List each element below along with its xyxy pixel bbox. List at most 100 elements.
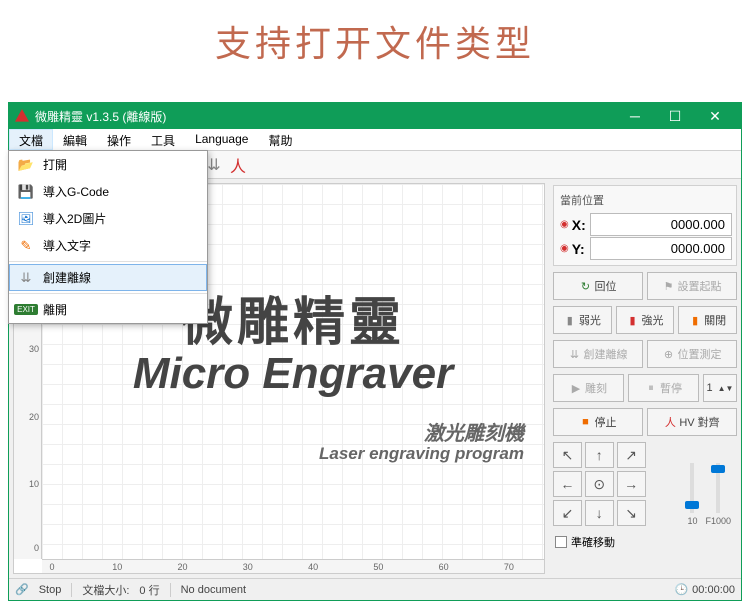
ruler-tick: 30 bbox=[243, 562, 253, 572]
x-row: ◉ X: 0000.000 bbox=[558, 213, 732, 236]
jog-nw-button[interactable]: ↖ bbox=[553, 442, 582, 468]
origin-label: 設置起點 bbox=[678, 278, 722, 294]
menu-file[interactable]: 文檔 bbox=[9, 129, 53, 150]
status-sep bbox=[71, 583, 72, 597]
ruler-tick: 20 bbox=[29, 412, 39, 422]
dropdown-item-icon: EXIT bbox=[17, 302, 35, 318]
ruler-tick: 10 bbox=[29, 479, 39, 489]
splash-title-cn: 微雕精靈 bbox=[181, 280, 405, 355]
time-value: 00:00:00 bbox=[692, 584, 735, 596]
menu-help[interactable]: 幫助 bbox=[258, 129, 302, 150]
stop-button[interactable]: ■停止 bbox=[553, 408, 643, 436]
pause-button[interactable]: ⏸暫停 bbox=[628, 374, 699, 402]
dropdown-item[interactable]: ⇊創建離線 bbox=[9, 264, 207, 291]
right-panel: 當前位置 ◉ X: 0000.000 ◉ Y: 0000.000 ↻回位 ⚑設置… bbox=[549, 179, 741, 578]
feed-slider[interactable]: F1000 bbox=[705, 463, 731, 526]
engrave-button[interactable]: ▶雕刻 bbox=[553, 374, 624, 402]
step-slider[interactable]: 10 bbox=[687, 463, 697, 526]
close-button[interactable]: ✕ bbox=[695, 103, 735, 129]
jog-sw-button[interactable]: ↙ bbox=[553, 500, 582, 526]
x-value[interactable]: 0000.000 bbox=[590, 213, 732, 236]
dropdown-separator bbox=[9, 261, 207, 262]
y-label: Y: bbox=[572, 241, 590, 257]
set-origin-button[interactable]: ⚑設置起點 bbox=[647, 272, 737, 300]
step-slider-label: 10 bbox=[687, 516, 697, 526]
radio-icon[interactable]: ◉ bbox=[560, 219, 569, 230]
maximize-button[interactable]: ☐ bbox=[655, 103, 695, 129]
dropdown-item-icon: 📂 bbox=[17, 157, 35, 173]
status-sep bbox=[170, 583, 171, 597]
jog-center-button[interactable]: ⊙ bbox=[585, 471, 614, 497]
dropdown-item-label: 導入2D圖片 bbox=[43, 210, 106, 227]
align-label: HV 對齊 bbox=[679, 414, 719, 430]
ruler-tick: 10 bbox=[112, 562, 122, 572]
dropdown-item[interactable]: 📂 打開 bbox=[9, 151, 207, 178]
splash-sub-en: Laser engraving program bbox=[319, 444, 524, 464]
menu-operate[interactable]: 操作 bbox=[97, 129, 141, 150]
engrave-label: 雕刻 bbox=[585, 380, 607, 396]
align-button[interactable]: 人HV 對齊 bbox=[647, 408, 737, 436]
minimize-button[interactable]: ─ bbox=[615, 103, 655, 129]
ruler-tick: 50 bbox=[373, 562, 383, 572]
y-row: ◉ Y: 0000.000 bbox=[558, 237, 732, 260]
dropdown-item-label: 導入G-Code bbox=[43, 183, 109, 200]
home-button[interactable]: ↻回位 bbox=[553, 272, 643, 300]
home-label: 回位 bbox=[595, 278, 617, 294]
menubar: 文檔 編輯 操作 工具 Language 幫助 bbox=[9, 129, 741, 151]
dropdown-item[interactable]: 🖼 導入2D圖片 bbox=[9, 205, 207, 232]
dropdown-separator bbox=[9, 293, 207, 294]
dropdown-item-icon: 🖼 bbox=[17, 211, 35, 227]
menu-language[interactable]: Language bbox=[185, 129, 258, 150]
y-value[interactable]: 0000.000 bbox=[590, 237, 732, 260]
jog-ne-button[interactable]: ↗ bbox=[617, 442, 646, 468]
jog-se-button[interactable]: ↘ bbox=[617, 500, 646, 526]
tool-align-icon[interactable]: 人 bbox=[227, 154, 249, 176]
x-label: X: bbox=[572, 217, 590, 233]
statusbar: 🔗 Stop 文檔大小: 0 行 No document 🕒 00:00:00 bbox=[9, 578, 741, 600]
jog-n-button[interactable]: ↑ bbox=[585, 442, 614, 468]
stop-label: 停止 bbox=[595, 414, 617, 430]
window-controls: ─ ☐ ✕ bbox=[615, 103, 735, 129]
ruler-tick: 70 bbox=[504, 562, 514, 572]
menu-edit[interactable]: 編輯 bbox=[53, 129, 97, 150]
precise-move-row[interactable]: 準確移動 bbox=[553, 532, 737, 552]
measure-button[interactable]: ⊕位置測定 bbox=[647, 340, 737, 368]
strong-laser-button[interactable]: ▮強光 bbox=[616, 306, 675, 334]
dropdown-item-icon: ✎ bbox=[17, 238, 35, 254]
dropdown-item-label: 離開 bbox=[43, 301, 67, 318]
titlebar: 微雕精靈 v1.3.5 (離線版) ─ ☐ ✕ bbox=[9, 103, 741, 129]
repeat-spinner[interactable]: 1▲▼ bbox=[703, 374, 737, 402]
precise-label: 準確移動 bbox=[571, 534, 615, 550]
spin-value: 1 bbox=[707, 382, 713, 394]
ruler-tick: 20 bbox=[178, 562, 188, 572]
dropdown-item[interactable]: 💾導入G-Code bbox=[9, 178, 207, 205]
jog-s-button[interactable]: ↓ bbox=[585, 500, 614, 526]
ruler-tick: 60 bbox=[439, 562, 449, 572]
jog-e-button[interactable]: → bbox=[617, 471, 646, 497]
status-time: 🕒 00:00:00 bbox=[674, 583, 735, 596]
position-title: 當前位置 bbox=[558, 190, 732, 212]
weak-label: 弱光 bbox=[579, 312, 601, 328]
file-dropdown: 📂 打開 💾導入G-Code 🖼 導入2D圖片 ✎導入文字 ⇊創建離線 EXIT 離開 bbox=[8, 150, 208, 324]
app-icon bbox=[15, 109, 29, 123]
jog-w-button[interactable]: ← bbox=[553, 471, 582, 497]
measure-label: 位置測定 bbox=[678, 346, 722, 362]
dropdown-item[interactable]: ✎導入文字 bbox=[9, 232, 207, 259]
dropdown-item-label: 打開 bbox=[43, 156, 67, 173]
position-group: 當前位置 ◉ X: 0000.000 ◉ Y: 0000.000 bbox=[553, 185, 737, 266]
ruler-horizontal: 0 10 20 30 40 50 60 70 bbox=[42, 559, 544, 573]
menu-tools[interactable]: 工具 bbox=[141, 129, 185, 150]
pause-label: 暫停 bbox=[660, 380, 682, 396]
splash-sub-cn: 激光雕刻機 bbox=[424, 417, 524, 446]
offline-button[interactable]: ⇊創建離線 bbox=[553, 340, 643, 368]
feed-slider-label: F1000 bbox=[705, 516, 731, 526]
ruler-tick: 0 bbox=[50, 562, 55, 572]
weak-laser-button[interactable]: ▮弱光 bbox=[553, 306, 612, 334]
dropdown-item[interactable]: EXIT 離開 bbox=[9, 296, 207, 323]
ruler-tick: 30 bbox=[29, 344, 39, 354]
radio-icon[interactable]: ◉ bbox=[560, 243, 569, 254]
precise-checkbox[interactable] bbox=[555, 536, 567, 548]
offline-label: 創建離線 bbox=[584, 346, 628, 362]
close-laser-button[interactable]: ▮關閉 bbox=[678, 306, 737, 334]
doc-name: No document bbox=[181, 584, 246, 596]
